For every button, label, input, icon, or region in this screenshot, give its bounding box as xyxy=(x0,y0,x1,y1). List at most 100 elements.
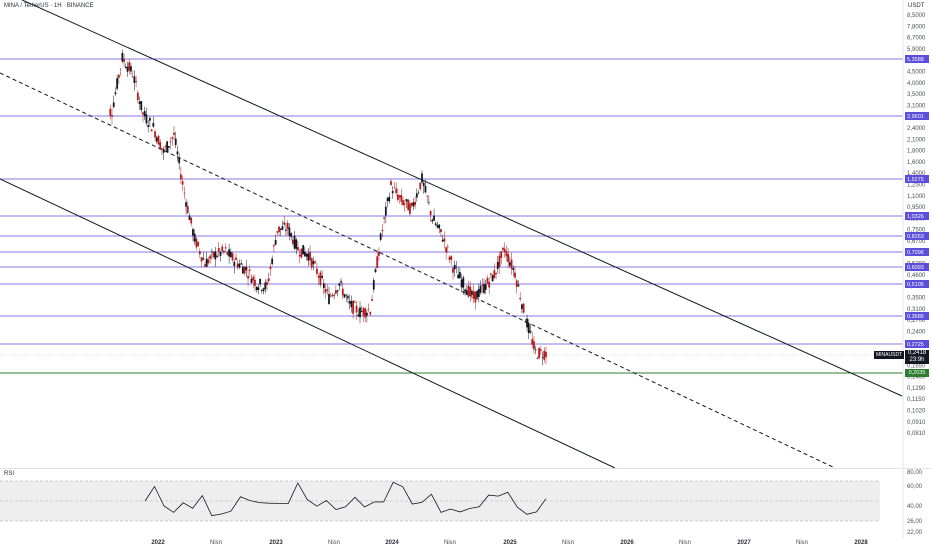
candle xyxy=(359,301,361,324)
candle xyxy=(114,87,117,97)
level-label-badge xyxy=(905,112,929,120)
candle xyxy=(348,294,351,310)
candle xyxy=(479,280,482,295)
price-axis-tick: 0,1650 xyxy=(907,363,926,369)
level-label-badge xyxy=(905,248,929,256)
candle xyxy=(421,170,423,184)
candle xyxy=(534,345,537,355)
candle xyxy=(252,274,255,288)
level-label-badge xyxy=(905,280,929,288)
candle xyxy=(155,135,158,144)
time-axis-year-label: 2022 xyxy=(151,540,165,546)
candle xyxy=(347,293,349,304)
candle xyxy=(162,146,165,161)
price-axis-tick: 0,9500 xyxy=(907,205,926,211)
candle xyxy=(414,196,417,209)
main-price-chart[interactable]: 8,50007,80006,70005,90005,10004,50004,00… xyxy=(0,0,932,468)
rsi-pane[interactable]: 80,00 60,00 40,00 26,00 22,00 xyxy=(0,468,932,538)
level-label-text: 5,3588 xyxy=(907,57,924,63)
candle xyxy=(307,248,310,267)
candle xyxy=(271,255,274,266)
candle xyxy=(260,289,263,294)
candle xyxy=(417,189,420,195)
candle xyxy=(302,245,305,255)
candle xyxy=(257,283,260,295)
symbol-title[interactable]: MINA / TetherUS · 1H · BINANCE xyxy=(4,3,94,9)
candle xyxy=(254,274,256,292)
candle xyxy=(360,306,363,313)
candle xyxy=(531,331,534,349)
time-axis-year-label: 2028 xyxy=(854,540,868,546)
candle xyxy=(390,178,392,187)
price-axis-tick: 3,1000 xyxy=(907,103,926,109)
candle xyxy=(328,286,330,305)
rsi-axis-tick: 40,00 xyxy=(907,504,923,510)
level-label-text: 0,3686 xyxy=(907,314,924,320)
candle xyxy=(169,137,172,150)
level-label-badge xyxy=(905,312,929,320)
channel-lower-line[interactable] xyxy=(0,178,616,468)
channel-middle-line[interactable] xyxy=(0,72,836,468)
candle xyxy=(157,134,160,145)
candle xyxy=(334,285,337,295)
candle xyxy=(161,148,163,155)
candle xyxy=(403,199,406,212)
candle xyxy=(457,267,460,279)
candle xyxy=(471,288,473,300)
candle xyxy=(248,265,251,278)
candle xyxy=(391,186,394,199)
candle xyxy=(207,257,210,265)
candle xyxy=(303,247,306,258)
candle xyxy=(388,192,391,204)
candle xyxy=(445,246,448,260)
price-axis-tick: 0,1290 xyxy=(907,386,926,392)
candle xyxy=(250,274,253,284)
candle xyxy=(343,293,346,299)
candle xyxy=(341,282,344,300)
candle xyxy=(154,129,156,142)
level-label-text: 0,2725 xyxy=(907,342,924,348)
candle xyxy=(367,303,370,313)
price-axis-tick: 0,0810 xyxy=(907,431,926,437)
candle xyxy=(529,323,532,335)
candle xyxy=(321,270,324,280)
candle xyxy=(150,128,153,132)
candle xyxy=(178,152,181,170)
candle xyxy=(245,260,248,278)
candle xyxy=(279,228,282,237)
candle xyxy=(197,241,200,248)
candle xyxy=(281,220,284,231)
candle xyxy=(484,280,487,295)
price-axis-tick: 5,9000 xyxy=(907,47,926,53)
candle xyxy=(204,261,206,268)
candle xyxy=(209,253,212,264)
candle xyxy=(545,346,547,365)
candle xyxy=(533,336,535,354)
candle xyxy=(269,263,272,276)
candle xyxy=(512,265,515,277)
candle xyxy=(474,291,477,310)
candle xyxy=(465,285,468,296)
candle xyxy=(452,266,454,280)
candle xyxy=(372,277,375,293)
level-price-labels: 5,3588 2,9601 1,5275 1,0326 0,8263 0,7096 0,60… xyxy=(905,55,929,348)
time-axis-year-label: 2027 xyxy=(737,540,751,546)
candle xyxy=(481,278,484,294)
candle xyxy=(176,145,179,162)
candle xyxy=(426,195,429,204)
level-label-text: 0,5105 xyxy=(907,282,924,288)
candle xyxy=(467,280,470,299)
currency-label: USDT xyxy=(908,3,925,9)
candle xyxy=(159,139,162,151)
candle xyxy=(353,300,356,303)
price-axis-tick: 0,1020 xyxy=(907,409,926,415)
candle xyxy=(278,226,280,236)
price-axis-tick: 4,0000 xyxy=(907,81,926,87)
price-axis-tick: 0,3500 xyxy=(907,296,926,302)
time-axis[interactable]: 2022 Nisn 2023 Nisn 2024 Nisn 2025 Nisn 2026 Nisn… xyxy=(0,538,932,550)
trend-channel[interactable] xyxy=(0,0,903,468)
candle xyxy=(440,228,442,237)
channel-upper-line[interactable] xyxy=(0,0,903,397)
candle xyxy=(352,300,355,319)
rsi-axis: 80,00 60,00 40,00 26,00 22,00 xyxy=(907,470,923,536)
